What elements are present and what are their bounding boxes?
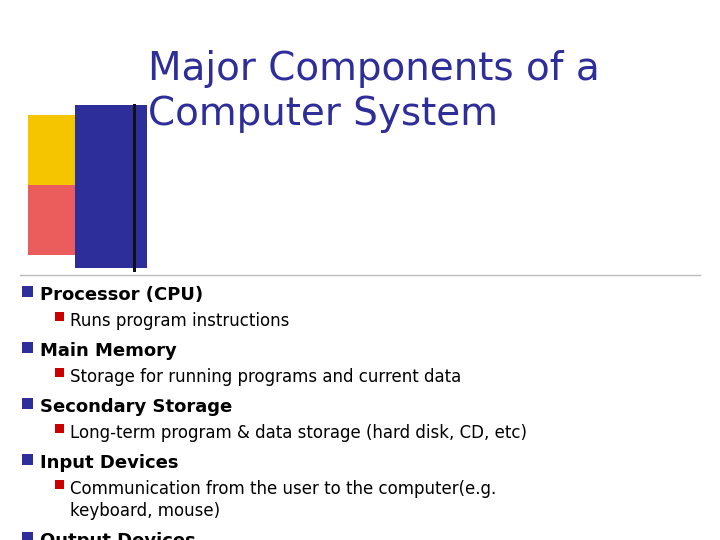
Bar: [22, 286, 33, 297]
Text: Output Devices: Output Devices: [40, 532, 196, 540]
Bar: [133, 104, 136, 272]
Bar: [55, 368, 64, 377]
Bar: [22, 454, 33, 465]
Bar: [22, 532, 33, 540]
Text: Processor (CPU): Processor (CPU): [40, 286, 203, 304]
Text: Computer System: Computer System: [148, 95, 498, 133]
Text: Input Devices: Input Devices: [40, 454, 179, 472]
Bar: [22, 398, 33, 409]
Bar: [22, 342, 33, 353]
Bar: [28, 115, 96, 185]
Bar: [28, 185, 96, 255]
Text: Communication from the user to the computer(e.g.: Communication from the user to the compu…: [70, 480, 496, 498]
Text: Secondary Storage: Secondary Storage: [40, 398, 233, 416]
Bar: [55, 424, 64, 433]
Bar: [55, 312, 64, 321]
Text: keyboard, mouse): keyboard, mouse): [70, 502, 220, 520]
Text: Storage for running programs and current data: Storage for running programs and current…: [70, 368, 462, 386]
Text: Long-term program & data storage (hard disk, CD, etc): Long-term program & data storage (hard d…: [70, 424, 527, 442]
Text: Runs program instructions: Runs program instructions: [70, 312, 289, 330]
Text: Major Components of a: Major Components of a: [148, 50, 600, 88]
Text: Main Memory: Main Memory: [40, 342, 176, 360]
Bar: [55, 480, 64, 489]
Bar: [75, 105, 147, 268]
